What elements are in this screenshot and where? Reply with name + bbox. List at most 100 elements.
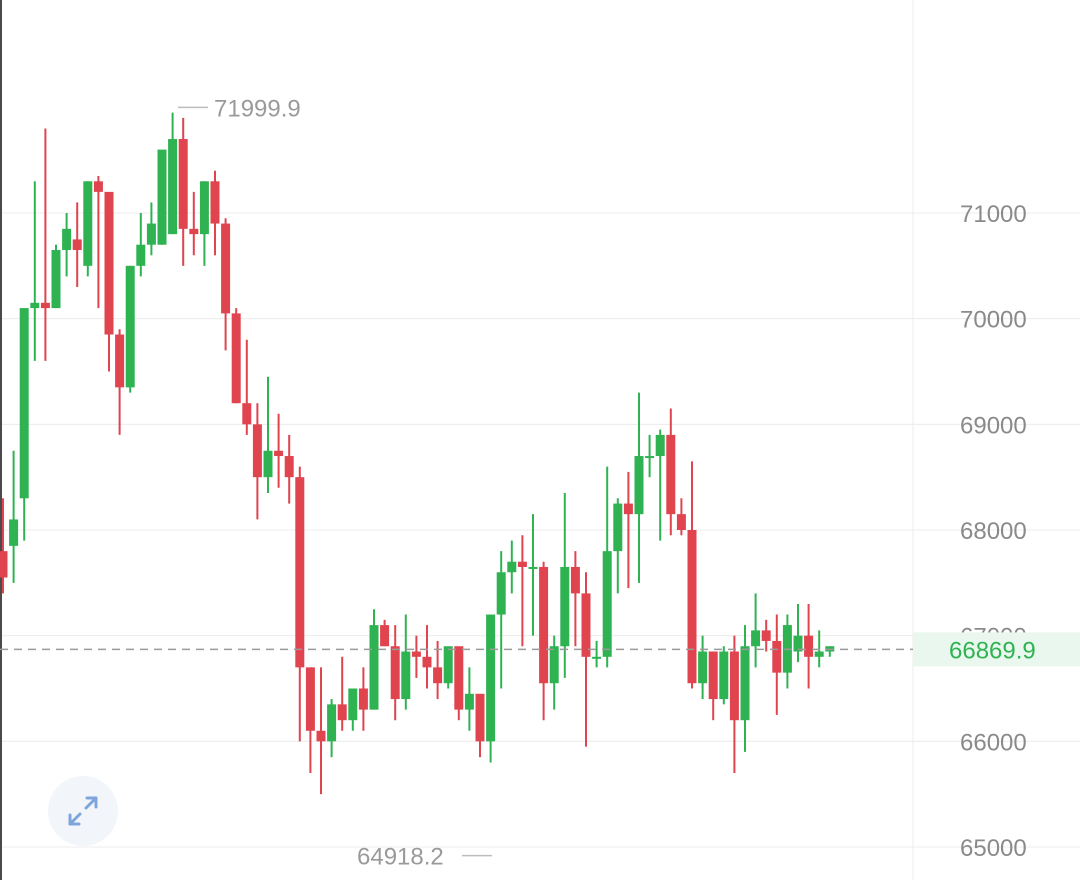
candle xyxy=(231,308,241,404)
candle-body xyxy=(369,625,379,710)
candle xyxy=(83,181,93,277)
candle xyxy=(549,635,559,710)
candle xyxy=(157,149,167,245)
candle-body xyxy=(613,503,623,552)
candle-body xyxy=(602,551,612,657)
candle xyxy=(698,635,708,700)
candle-body xyxy=(115,334,125,388)
candle-body xyxy=(666,434,676,515)
y-tick-label: 70000 xyxy=(960,307,1027,334)
candle-body xyxy=(274,450,284,457)
candle-body xyxy=(549,646,559,684)
candle xyxy=(560,493,570,678)
candle xyxy=(751,593,761,668)
candle xyxy=(327,699,337,758)
candle xyxy=(369,609,379,710)
candle-body xyxy=(464,693,474,710)
candle xyxy=(804,603,814,689)
candle-body xyxy=(475,693,485,742)
candle xyxy=(761,619,771,652)
candle-body xyxy=(62,228,72,250)
candle xyxy=(782,614,792,689)
candle-body xyxy=(570,566,580,594)
candle xyxy=(19,308,29,541)
candle xyxy=(602,466,612,668)
high-marker-label: 71999.9 xyxy=(214,95,301,122)
candle-body xyxy=(19,308,29,499)
candle-body xyxy=(358,688,368,710)
candle-body xyxy=(687,530,697,684)
y-tick-label: 69000 xyxy=(960,412,1027,439)
candle-body xyxy=(486,614,496,742)
candle-body xyxy=(125,265,135,388)
candle-body xyxy=(199,181,209,235)
candle-body xyxy=(93,181,103,192)
candle-body xyxy=(729,651,739,721)
candle-body xyxy=(0,551,8,578)
candle xyxy=(687,461,697,689)
candle-body xyxy=(210,181,220,224)
candle xyxy=(507,540,517,594)
current-price-badge xyxy=(913,632,1080,667)
expand-button[interactable] xyxy=(48,776,118,846)
candle xyxy=(104,191,114,372)
candle-body xyxy=(740,646,750,721)
candle-body xyxy=(284,456,294,478)
candle xyxy=(62,213,72,277)
candle-body xyxy=(793,635,803,652)
candle xyxy=(613,498,623,594)
candle xyxy=(793,603,803,663)
candle xyxy=(358,667,368,731)
candle-body xyxy=(645,456,655,459)
candle xyxy=(125,265,135,393)
candle-body xyxy=(316,730,326,742)
candle-body xyxy=(581,593,591,657)
candle xyxy=(390,625,400,721)
candle xyxy=(708,651,718,721)
candle xyxy=(348,688,358,731)
candle xyxy=(146,202,156,256)
candle xyxy=(592,640,602,668)
low-marker-label: 64918.2 xyxy=(357,844,444,871)
candle xyxy=(199,181,209,266)
candle-body xyxy=(83,181,93,266)
candle xyxy=(570,551,580,647)
candle-body xyxy=(72,239,82,250)
y-axis: 65000660006700068000690007000071000 xyxy=(960,201,1027,862)
candle xyxy=(115,329,125,435)
candle-body xyxy=(337,704,347,721)
candle xyxy=(178,117,188,266)
candle-body xyxy=(804,635,814,657)
candle xyxy=(72,202,82,287)
candle-body xyxy=(411,651,421,657)
candle-body xyxy=(348,688,358,721)
candle-body xyxy=(231,313,241,404)
candle-body xyxy=(146,223,156,245)
candle xyxy=(189,191,199,256)
candle xyxy=(40,128,50,361)
candle-body xyxy=(719,651,729,700)
candle xyxy=(93,176,103,309)
candle xyxy=(284,434,294,504)
candle-body xyxy=(390,646,400,700)
candle-body xyxy=(327,704,337,742)
candle xyxy=(655,429,665,541)
candle-body xyxy=(178,139,188,229)
candle xyxy=(316,667,326,795)
candle-body xyxy=(507,561,517,573)
candle-body xyxy=(157,149,167,245)
candle xyxy=(210,170,220,256)
y-tick-label: 68000 xyxy=(960,518,1027,545)
candle-body xyxy=(40,302,50,309)
candle xyxy=(422,625,432,689)
candle xyxy=(30,181,40,361)
candle-body xyxy=(814,651,824,657)
candle-body xyxy=(422,656,432,668)
candle-body xyxy=(676,514,686,530)
candle-body xyxy=(443,646,453,684)
candle xyxy=(475,693,485,758)
candle xyxy=(464,667,474,731)
candle xyxy=(634,392,644,583)
candle xyxy=(496,551,506,689)
